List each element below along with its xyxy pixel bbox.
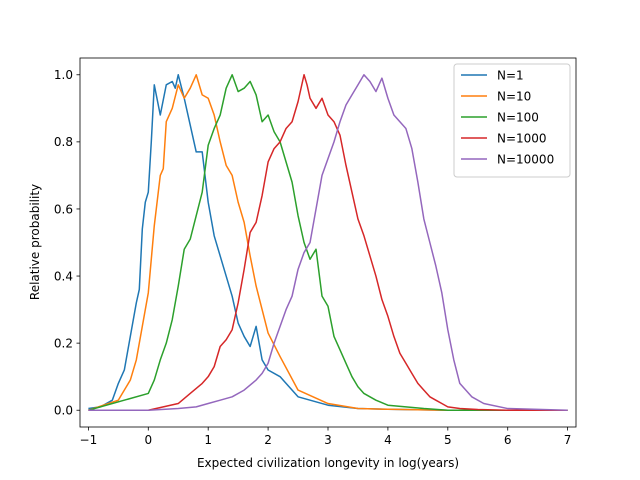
x-axis-label: Expected civilization longevity in log(y… (197, 456, 459, 470)
series-line-1 (88, 74, 568, 411)
series-line-4 (88, 74, 568, 411)
x-tick-label: 3 (324, 433, 332, 447)
legend-label-3: N=1000 (497, 131, 547, 145)
legend: N=1 N=10 N=100 N=1000 N=10000 (453, 63, 571, 178)
x-tick-label: −1 (80, 433, 98, 447)
y-tick-label: 0.2 (54, 336, 73, 350)
legend-label-2: N=100 (497, 110, 539, 124)
series-line-0 (88, 74, 568, 411)
series-line-2 (88, 74, 568, 411)
x-tick-label: 2 (264, 433, 272, 447)
x-tick-label: 4 (384, 433, 392, 447)
y-axis-label: Relative probability (28, 184, 42, 300)
y-tick-label: 0.8 (54, 135, 73, 149)
x-tick-label: 6 (504, 433, 512, 447)
y-tick-label: 1.0 (54, 68, 73, 82)
x-tick-label: 7 (564, 433, 572, 447)
x-tick-label: 5 (444, 433, 452, 447)
legend-label-4: N=10000 (497, 152, 554, 166)
x-axis: −1 0 1 2 3 4 5 6 7 (80, 427, 572, 447)
legend-label-0: N=1 (497, 68, 524, 82)
series-line-3 (88, 74, 568, 411)
y-tick-label: 0.6 (54, 202, 73, 216)
y-axis: 0.0 0.2 0.4 0.6 0.8 1.0 (54, 68, 80, 418)
x-tick-label: 1 (204, 433, 212, 447)
legend-label-1: N=10 (497, 89, 531, 103)
series-layer (88, 74, 568, 411)
legend-box (453, 63, 571, 178)
y-tick-label: 0.0 (54, 404, 73, 418)
y-tick-label: 0.4 (54, 269, 73, 283)
x-tick-label: 0 (144, 433, 152, 447)
